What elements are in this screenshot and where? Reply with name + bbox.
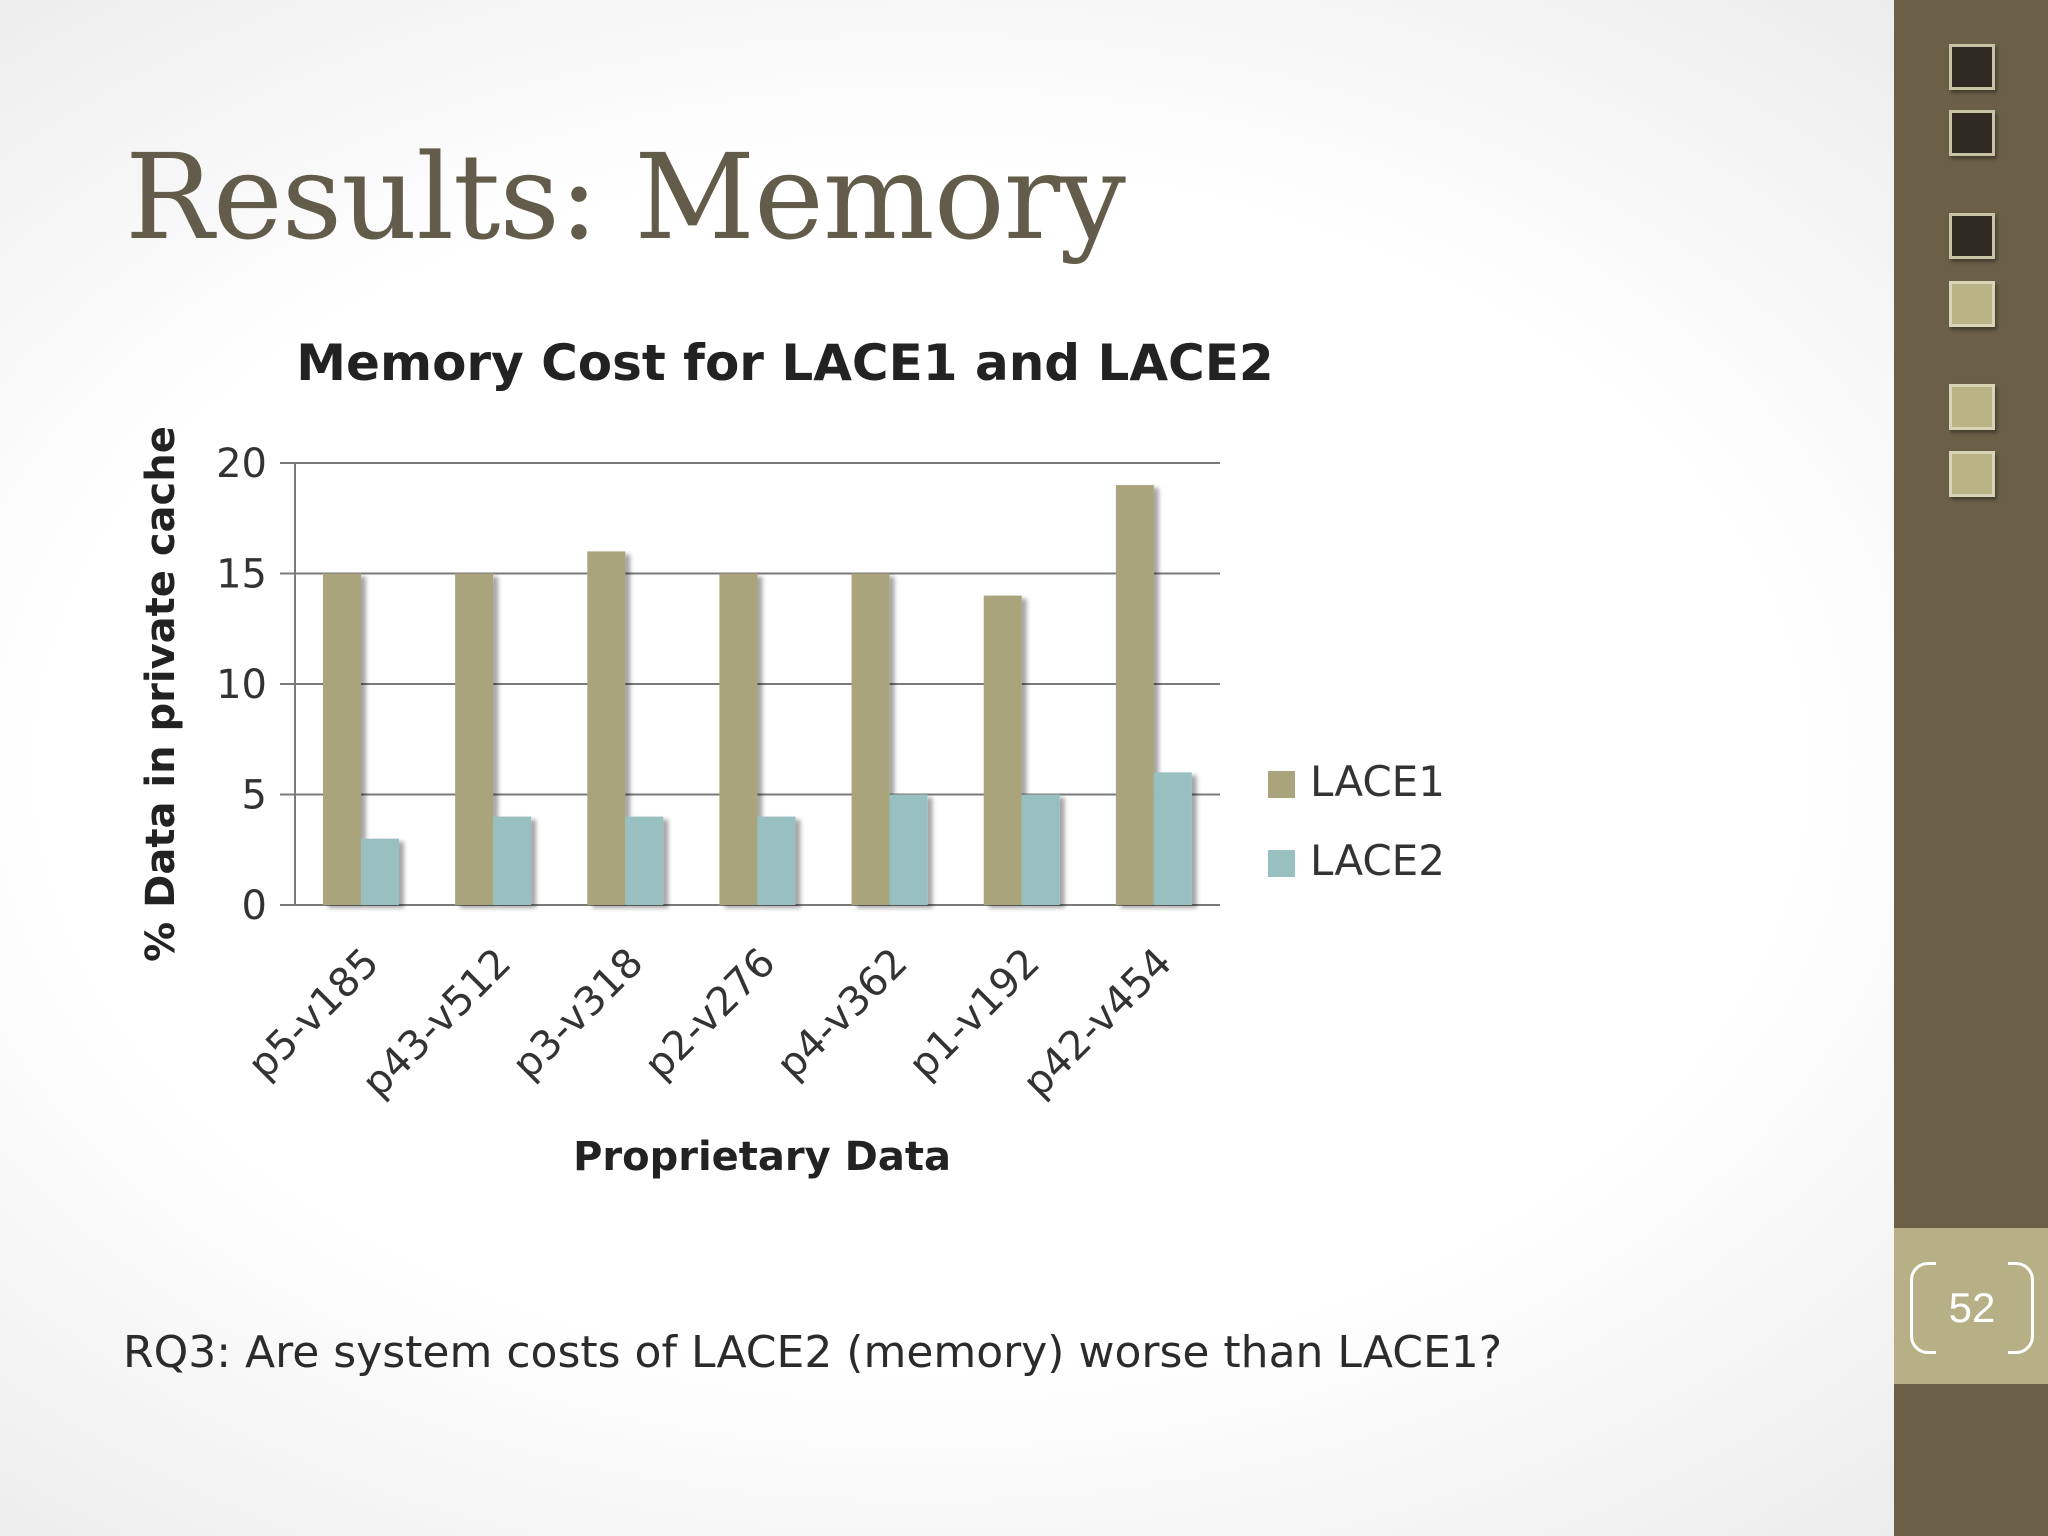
y-tick-label: 5 [242, 773, 267, 819]
bar-lace2-p3-v318 [625, 816, 664, 905]
bars [323, 485, 1192, 905]
decor-square [1949, 213, 1995, 259]
y-tick-label: 0 [242, 883, 267, 929]
bar-lace1-p42-v454 [1115, 485, 1154, 905]
x-tick-label: p4-v362 [768, 940, 917, 1089]
legend-label-lace2: LACE2 [1310, 836, 1445, 885]
y-tick-label: 10 [216, 662, 267, 708]
bar-lace2-p5-v185 [361, 838, 399, 905]
bar-chart: Memory Cost for LACE1 and LACE2 0 5 10 15 20… [138, 334, 1445, 1180]
bar-lace2-p4-v362 [889, 794, 928, 905]
slide-title: Results: Memory [125, 128, 1126, 266]
bar-lace1-p3-v318 [587, 551, 626, 905]
x-tick-label: p3-v318 [504, 940, 653, 1089]
bar-lace1-p4-v362 [851, 573, 890, 905]
legend-swatch-lace2 [1268, 850, 1295, 877]
x-axis-ticks: p5-v185p43-v512p3-v318p2-v276p4-v362p1-v… [239, 940, 1181, 1107]
y-axis-label: % Data in private cache [138, 426, 184, 962]
bar-lace1-p43-v512 [455, 573, 494, 905]
y-tick-label: 20 [216, 441, 267, 487]
legend-swatch-lace1 [1268, 771, 1295, 798]
bar-lace2-p1-v192 [1021, 794, 1060, 905]
decor-square [1949, 451, 1995, 497]
decor-square [1949, 281, 1995, 327]
chart-title: Memory Cost for LACE1 and LACE2 [296, 334, 1273, 392]
legend: LACE1 LACE2 [1268, 757, 1445, 885]
decor-square [1949, 44, 1995, 90]
bar-lace1-p2-v276 [719, 573, 758, 905]
x-axis-label: Proprietary Data [573, 1134, 951, 1180]
legend-label-lace1: LACE1 [1310, 757, 1445, 806]
bar-lace1-p5-v185 [323, 573, 361, 905]
bar-lace2-p2-v276 [757, 816, 796, 905]
y-axis-ticks: 0 5 10 15 20 [216, 441, 267, 929]
bar-lace1-p1-v192 [983, 595, 1022, 905]
decor-square [1949, 384, 1995, 430]
x-tick-label: p2-v276 [636, 940, 785, 1089]
bar-lace2-p42-v454 [1153, 772, 1192, 905]
research-question: RQ3: Are system costs of LACE2 (memory) … [123, 1327, 1503, 1378]
page-number: 52 [1948, 1284, 1996, 1331]
decor-square [1949, 110, 1995, 156]
y-tick-label: 15 [216, 552, 267, 598]
bar-lace2-p43-v512 [493, 816, 532, 905]
